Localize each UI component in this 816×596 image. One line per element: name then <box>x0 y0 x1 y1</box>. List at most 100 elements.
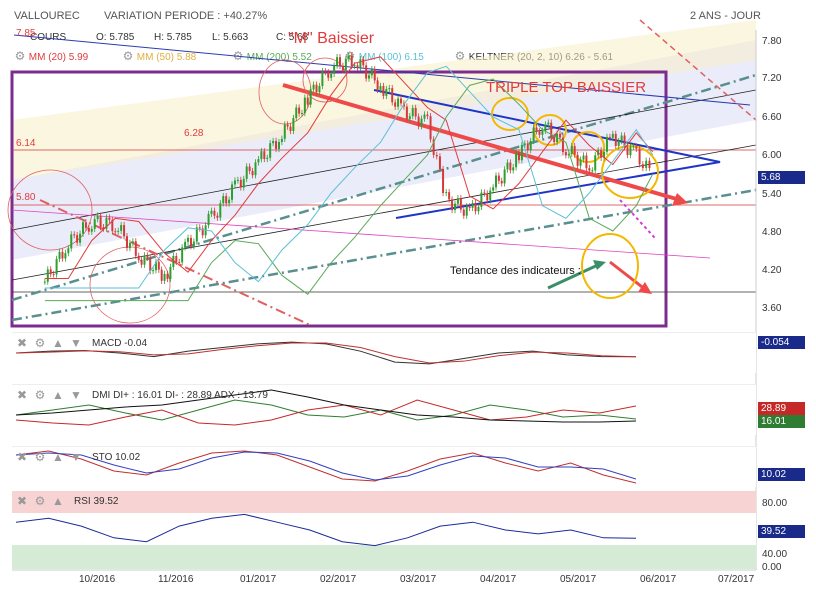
frame-box <box>10 70 668 328</box>
candle-body <box>480 192 483 207</box>
candle-body <box>55 258 58 275</box>
candle-body <box>233 180 236 185</box>
candle-body <box>341 65 344 71</box>
gear-icon[interactable]: ⚙ <box>344 49 356 63</box>
candle-body <box>492 187 495 191</box>
candle-body <box>462 209 465 216</box>
symbol-label: VALLOUREC <box>14 10 80 22</box>
candle-body <box>175 256 178 262</box>
trendline-3 <box>11 89 757 231</box>
candle-body <box>541 130 544 135</box>
arrow-up-icon[interactable]: ▲ <box>52 450 64 464</box>
gear-icon[interactable]: ⚙ <box>14 49 26 63</box>
candle-body <box>495 175 498 188</box>
mm50-toggle[interactable]: ⚙ MM (50) 5.88 <box>122 49 197 63</box>
candle-body <box>84 222 87 228</box>
rsi-panel: ✖ ⚙ ▲ RSI 39.52 <box>12 491 756 569</box>
candle-body <box>315 84 318 93</box>
arrow-up-icon[interactable]: ▲ <box>52 336 64 350</box>
candle-body <box>231 184 234 200</box>
dmi-chart <box>15 389 637 426</box>
candle-body <box>49 269 52 275</box>
candle-body <box>408 116 411 120</box>
x-tick: 05/2017 <box>560 574 597 585</box>
mm20-label: MM (20) 5.99 <box>28 52 89 63</box>
candle-body <box>559 133 562 138</box>
candle-body <box>87 227 90 232</box>
x-tick: 10/2016 <box>79 574 116 585</box>
gear-icon[interactable]: ⚙ <box>34 494 46 508</box>
candle-body <box>96 215 99 220</box>
candle-body <box>163 273 166 281</box>
period-label[interactable]: 2 ANS - JOUR <box>690 10 761 22</box>
candle-body <box>111 219 114 232</box>
close-icon[interactable]: ✖ <box>16 336 28 350</box>
candle-body <box>429 116 432 140</box>
candle-body <box>67 248 70 254</box>
candle-body <box>370 69 373 76</box>
arrow-down-icon[interactable]: ▼ <box>70 336 82 350</box>
candle-body <box>70 234 73 249</box>
price-tick: 5.40 <box>762 189 782 200</box>
rsi-tick: 40.00 <box>762 549 788 560</box>
candle-body <box>146 255 149 258</box>
candle-body <box>453 203 456 211</box>
x-tick: 04/2017 <box>480 574 517 585</box>
close-icon[interactable]: ✖ <box>16 388 28 402</box>
candle-body <box>368 75 371 79</box>
candle-body <box>283 124 286 139</box>
mm100-toggle[interactable]: ⚙ MM (100) 6.15 <box>344 50 424 63</box>
candle-body <box>376 80 379 90</box>
close-icon[interactable]: ✖ <box>16 450 28 464</box>
candle-body <box>489 190 492 201</box>
arrow-down-icon[interactable]: ▼ <box>70 388 82 402</box>
candle-body <box>286 124 289 127</box>
candle-body <box>275 140 278 149</box>
candle-body <box>336 57 339 66</box>
candle-body <box>394 102 397 107</box>
gear-icon[interactable]: ⚙ <box>122 49 134 63</box>
sto-label: STO 10.02 <box>92 451 141 463</box>
green-arrow-head <box>593 260 606 270</box>
gear-icon[interactable]: ⚙ <box>34 336 46 350</box>
candle-body <box>591 170 594 172</box>
trendline-8 <box>639 19 757 121</box>
candle-body <box>517 152 520 161</box>
x-tick: 02/2017 <box>320 574 357 585</box>
mm20-toggle[interactable]: ⚙ MM (20) 5.99 <box>14 49 89 63</box>
candle-body <box>248 166 251 172</box>
candle-body <box>635 146 638 149</box>
x-tick: 03/2017 <box>400 574 437 585</box>
mm50-label: MM (50) 5.88 <box>136 52 197 63</box>
candle-body <box>400 98 403 104</box>
candle-body <box>561 137 564 153</box>
arrow-down-icon[interactable]: ▼ <box>70 450 82 464</box>
candle-body <box>219 203 222 218</box>
high-value: H: 5.785 <box>154 32 192 43</box>
magenta-arrow <box>619 199 656 239</box>
candle-body <box>379 86 382 90</box>
candle-body <box>260 151 263 160</box>
candle-body <box>608 136 611 138</box>
mm20-line <box>44 56 654 279</box>
candle-body <box>614 133 617 146</box>
arrow-up-icon[interactable]: ▲ <box>52 494 64 508</box>
gear-icon[interactable]: ⚙ <box>34 388 46 402</box>
arrow-up-icon[interactable]: ▲ <box>52 388 64 402</box>
level-785-label: 7.85 <box>16 28 36 39</box>
candle-body <box>93 219 96 229</box>
close-icon[interactable]: ✖ <box>16 494 28 508</box>
candle-body <box>442 168 445 193</box>
candle-body <box>123 225 126 237</box>
red-arrow-head <box>638 282 652 294</box>
bear-arrow-head <box>672 193 688 206</box>
candle-body <box>154 261 157 271</box>
candle-body <box>648 160 651 169</box>
mm200-line <box>44 78 654 302</box>
trendline-2 <box>11 188 757 322</box>
candle-body <box>645 160 648 168</box>
gear-icon[interactable]: ⚙ <box>34 450 46 464</box>
mm200-label: MM (200) 5.52 <box>246 52 312 63</box>
candle-body <box>397 98 400 107</box>
gear-icon[interactable]: ⚙ <box>454 49 466 63</box>
